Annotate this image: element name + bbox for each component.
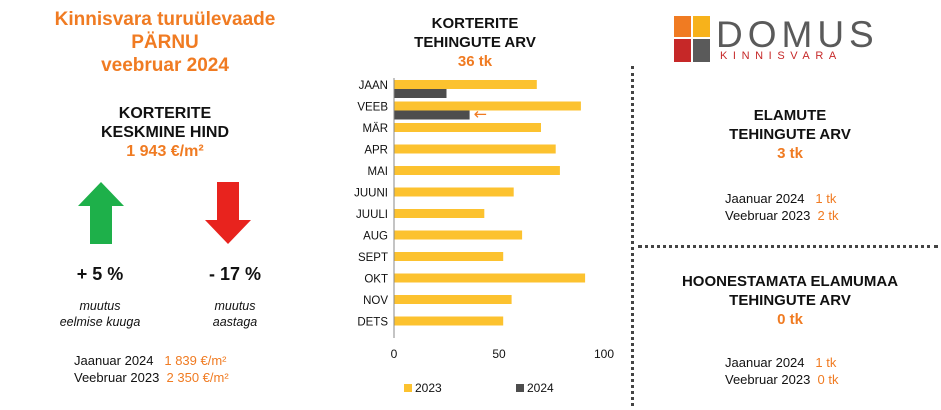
land-row-label: Veebruar 2023 — [725, 372, 811, 387]
vertical-divider — [631, 66, 634, 406]
land-comparison: Jaanuar 2024 1 tk Veebruar 2023 0 tk — [725, 354, 839, 388]
price-row-value: 2 350 €/m² — [166, 370, 229, 385]
avg-price-block: KORTERITE KESKMINE HIND 1 943 €/m² — [40, 104, 290, 161]
title-line-2: PÄRNU — [131, 32, 199, 53]
houses-row: Veebruar 2023 2 tk — [725, 207, 839, 224]
land-row-label: Jaanuar 2024 — [725, 355, 805, 370]
bar-2023-okt — [394, 273, 586, 283]
price-row-value: 1 839 €/m² — [164, 353, 227, 368]
category-label: JAAN — [359, 80, 388, 92]
x-tick-label: 0 — [391, 347, 398, 361]
price-row-label: Jaanuar 2024 — [74, 353, 154, 368]
bar-2023-jaan — [394, 80, 537, 89]
category-label: JUULI — [356, 209, 388, 221]
bar-2023-juuli — [394, 209, 485, 218]
horizontal-divider — [638, 245, 938, 248]
domus-logo-icon — [674, 16, 710, 62]
bar-2023-mai — [394, 166, 560, 175]
houses-value: 3 tk — [777, 145, 803, 162]
houses-row-value: 1 tk — [815, 191, 837, 206]
bar-2023-juuni — [394, 187, 514, 197]
bar-2023-aug — [394, 230, 523, 240]
monthly-note-line-1: muutus — [79, 299, 121, 313]
legend-swatch-2023 — [404, 384, 412, 392]
category-label: OKT — [364, 274, 388, 286]
monthly-note-line-2: eelmise kuuga — [59, 315, 141, 329]
arrow-up-icon — [78, 182, 124, 244]
avg-price-title-2: KESKMINE HIND — [100, 124, 229, 141]
bar-2023-nov — [394, 295, 512, 304]
yearly-change-value: - 17 % — [208, 264, 262, 284]
houses-comparison: Jaanuar 2024 1 tk Veebruar 2023 2 tk — [725, 190, 839, 224]
category-label: AUG — [363, 231, 388, 243]
category-label: APR — [364, 145, 388, 157]
x-tick-label: 100 — [594, 347, 614, 361]
bar-2024-veeb — [394, 110, 470, 120]
legend-label-2024: 2024 — [527, 381, 554, 395]
avg-price-title-1: KORTERITE — [118, 105, 212, 122]
land-row: Veebruar 2023 0 tk — [725, 371, 839, 388]
land-row-value: 1 tk — [815, 355, 837, 370]
title-line-1: Kinnisvara turuülevaade — [54, 9, 276, 30]
x-tick-label: 50 — [492, 347, 506, 361]
land-row: Jaanuar 2024 1 tk — [725, 354, 839, 371]
houses-title-line-1: ELAMUTE — [753, 107, 827, 124]
bar-2023-sept — [394, 252, 504, 261]
logo-subtitle: KINNISVARA — [720, 50, 842, 62]
bar-2024-jaan — [394, 89, 447, 98]
title-line-3: veebruar 2024 — [101, 55, 229, 76]
land-title-line-1: HOONESTAMATA ELAMUMAA — [681, 273, 899, 290]
category-label: JUUNI — [354, 188, 388, 200]
logo-wordmark: DOMUS — [716, 14, 879, 55]
price-comparison: Jaanuar 2024 1 839 €/m² Veebruar 2023 2 … — [74, 352, 229, 386]
legend-swatch-2024 — [516, 384, 524, 392]
houses-row-value: 2 tk — [817, 208, 839, 223]
category-label: DETS — [357, 317, 388, 329]
category-label: MAI — [368, 166, 388, 178]
land-value: 0 tk — [777, 311, 803, 328]
bar-2023-veeb — [394, 101, 581, 111]
chart-title-line-1: KORTERITE — [431, 15, 519, 32]
yearly-note-line-2: aastaga — [212, 315, 258, 329]
land-row-value: 0 tk — [817, 372, 839, 387]
price-row: Jaanuar 2024 1 839 €/m² — [74, 352, 229, 369]
chart-title-line-2: TEHINGUTE ARV — [414, 34, 536, 51]
monthly-change-value: + 5 % — [76, 264, 124, 284]
category-label: VEEB — [357, 102, 388, 114]
houses-row-label: Veebruar 2023 — [725, 208, 811, 223]
monthly-change-note: muutus eelmise kuuga — [30, 298, 170, 330]
annotation-arrow-icon: ← — [474, 105, 487, 124]
apartment-transactions-chart: JAAN VEEB MÄR APR MAI JUUNI JUULI AUG SEPT OKT NOV… — [354, 78, 614, 395]
houses-panel-title: ELAMUTE TEHINGUTE ARV 3 tk — [650, 106, 930, 163]
bar-2023-apr — [394, 144, 556, 154]
chart-title-value: 36 tk — [457, 53, 493, 70]
houses-row: Jaanuar 2024 1 tk — [725, 190, 839, 207]
bar-2023-dets — [394, 316, 504, 326]
yearly-change-note: muutus aastaga — [165, 298, 305, 330]
price-row: Veebruar 2023 2 350 €/m² — [74, 369, 229, 386]
price-row-label: Veebruar 2023 — [74, 370, 160, 385]
land-title-line-2: TEHINGUTE ARV — [729, 292, 851, 309]
legend-label-2023: 2023 — [415, 381, 442, 395]
houses-title-line-2: TEHINGUTE ARV — [729, 126, 851, 143]
category-label: SEPT — [358, 252, 388, 264]
bar-2023-mär — [394, 123, 541, 132]
land-panel-title: HOONESTAMATA ELAMUMAA TEHINGUTE ARV 0 tk — [650, 272, 930, 329]
report-title: Kinnisvara turuülevaade PÄRNU veebruar 2… — [20, 8, 310, 77]
yearly-note-line-1: muutus — [214, 299, 256, 313]
houses-row-label: Jaanuar 2024 — [725, 191, 805, 206]
chart-title: KORTERITE TEHINGUTE ARV 36 tk — [385, 14, 565, 71]
category-label: NOV — [363, 295, 388, 307]
avg-price-value: 1 943 €/m² — [126, 143, 204, 160]
category-label: MÄR — [362, 123, 388, 135]
arrow-down-icon — [205, 182, 251, 244]
